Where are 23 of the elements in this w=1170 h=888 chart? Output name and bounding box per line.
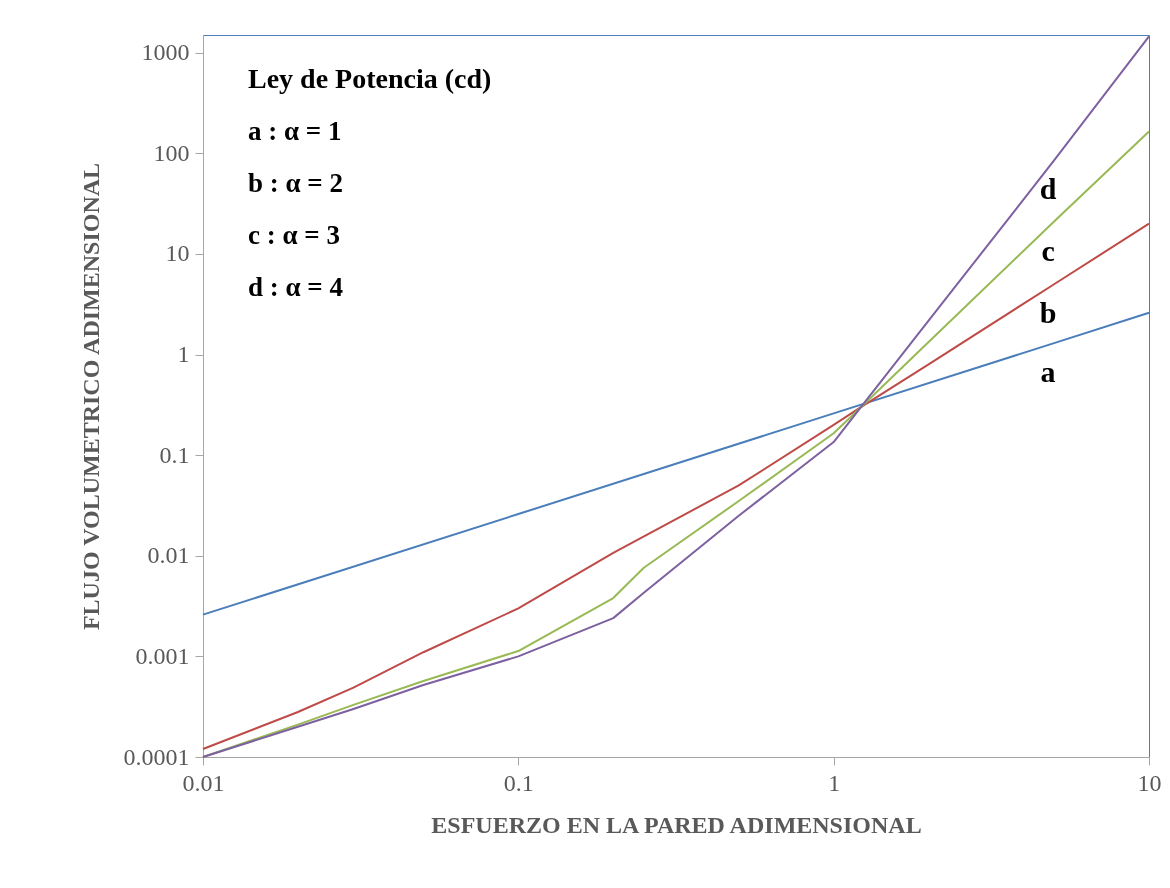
x-tick-label: 0.01 [182, 769, 225, 796]
annotation: b : α = 2 [248, 168, 343, 198]
y-axis-title: FLUJO VOLUMETRICO ADIMENSIONAL [77, 162, 104, 631]
y-tick-label: 1 [177, 341, 190, 368]
series-label: c [1041, 233, 1055, 267]
x-axis-title: ESFUERZO EN LA PARED ADIMENSIONAL [431, 811, 922, 838]
series-label: d [1039, 172, 1057, 206]
annotation: d : α = 4 [248, 272, 343, 302]
y-tick-label: 10 [165, 240, 190, 267]
y-tick-label: 0.0001 [123, 743, 190, 770]
y-tick-label: 0.01 [147, 542, 190, 569]
annotation: c : α = 3 [248, 220, 340, 250]
x-tick-label: 0.1 [503, 769, 534, 796]
series-label: b [1039, 296, 1057, 330]
series-label: a [1040, 355, 1056, 389]
y-tick-label: 100 [153, 139, 190, 166]
annotation: a : α = 1 [248, 116, 342, 146]
y-tick-label: 1000 [141, 39, 190, 66]
annotation: Ley de Potencia (cd) [248, 63, 492, 94]
y-tick-label: 0.1 [159, 441, 190, 468]
x-tick-label: 10 [1137, 769, 1162, 796]
x-tick-label: 1 [828, 769, 841, 796]
y-tick-label: 0.001 [135, 642, 190, 669]
